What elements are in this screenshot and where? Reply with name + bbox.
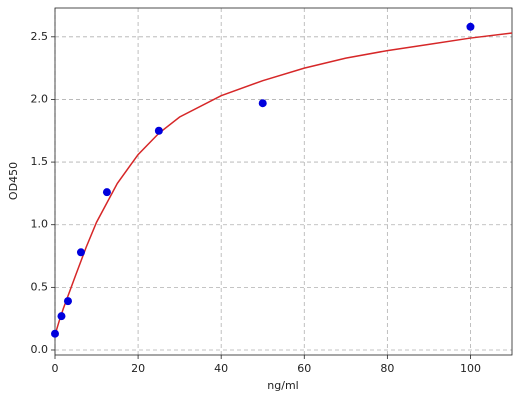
data-point: [466, 22, 475, 31]
x-tick-label: 60: [297, 362, 311, 375]
y-tick-label: 2.5: [31, 30, 49, 43]
x-tick-label: 100: [460, 362, 481, 375]
data-point: [57, 312, 66, 321]
data-point: [51, 329, 59, 338]
data-point: [258, 99, 267, 108]
y-tick-label: 0.0: [31, 343, 49, 356]
y-tick-label: 1.0: [31, 218, 49, 231]
y-tick-label: 2.0: [31, 92, 49, 105]
data-point: [63, 297, 72, 306]
fit-curve: [54, 32, 513, 336]
data-point: [154, 126, 163, 135]
x-tick-label: 80: [380, 362, 394, 375]
y-tick-label: 0.5: [31, 280, 49, 293]
x-tick-label: 0: [52, 362, 59, 375]
x-tick-label: 20: [131, 362, 145, 375]
data-point: [102, 188, 111, 197]
y-axis-label: OD450: [7, 162, 20, 200]
x-tick-label: 40: [214, 362, 228, 375]
data-point: [76, 248, 85, 257]
plot-frame: [54, 7, 513, 356]
y-tick-label: 1.5: [31, 155, 49, 168]
x-axis-label: ng/ml: [267, 379, 298, 392]
